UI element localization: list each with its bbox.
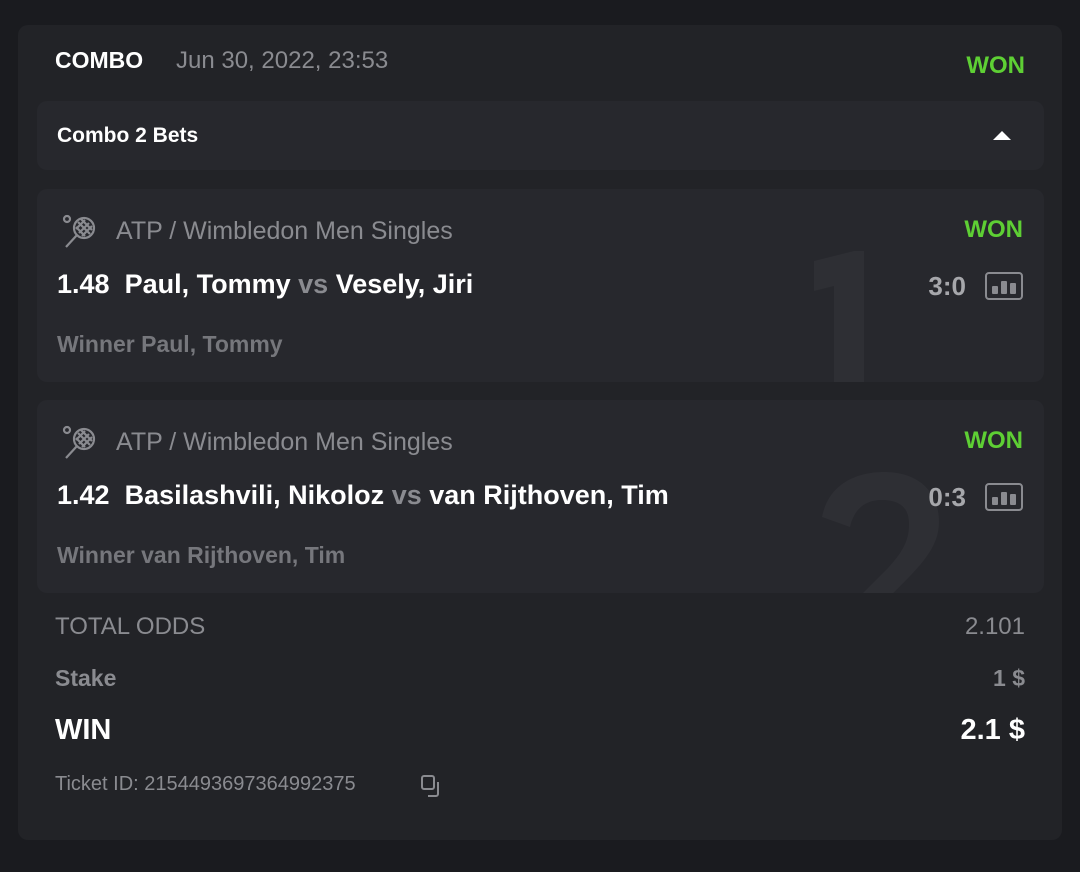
home-player: Basilashvili, Nikoloz (124, 480, 385, 510)
total-odds-value: 2.101 (964, 613, 1025, 640)
home-player: Paul, Tommy (124, 269, 291, 299)
bet-type: COMBO (55, 47, 144, 73)
tennis-racket-icon (61, 213, 99, 251)
combo-label: Combo 2 Bets (57, 124, 199, 147)
league-name: ATP / Wimbledon Men Singles (116, 428, 453, 456)
leg-index-watermark (814, 251, 864, 382)
vs-label: vs (391, 480, 422, 510)
pick: Winner van Rijthoven, Tim (57, 542, 346, 568)
pick: Winner Paul, Tommy (57, 331, 283, 357)
odds: 1.48 (57, 269, 110, 299)
total-odds-label: TOTAL ODDS (55, 613, 206, 640)
copy-icon[interactable] (420, 774, 444, 798)
stats-icon[interactable] (985, 483, 1023, 511)
win-label: WIN (55, 714, 112, 746)
bet-datetime: Jun 30, 2022, 23:53 (176, 47, 389, 74)
league-name: ATP / Wimbledon Men Singles (116, 217, 453, 245)
score: 3:0 (928, 271, 966, 301)
caret-up-icon[interactable] (993, 131, 1011, 140)
ticket-id: Ticket ID: 2154493697364992375 (55, 773, 356, 795)
stake-value: 1 $ (993, 665, 1025, 691)
bet-ticket-card: COMBO Jun 30, 2022, 23:53 WON Combo 2 Be… (18, 25, 1062, 840)
score: 0:3 (928, 482, 966, 512)
odds: 1.42 (57, 480, 110, 510)
combo-toggle[interactable]: Combo 2 Bets (37, 101, 1044, 170)
away-player: Vesely, Jiri (335, 269, 474, 299)
away-player: van Rijthoven, Tim (429, 480, 669, 510)
match-line: 1.42 Basilashvili, Nikoloz vs van Rijtho… (57, 480, 669, 511)
stake-label: Stake (55, 665, 117, 691)
leg-status: WON (964, 427, 1023, 454)
bet-leg: ATP / Wimbledon Men Singles WON 1.42 Bas… (37, 400, 1044, 593)
win-value: 2.1 $ (960, 714, 1026, 746)
ticket-status: WON (966, 52, 1025, 79)
bet-leg: ATP / Wimbledon Men Singles WON 1.48 Pau… (37, 189, 1044, 382)
leg-index-watermark (822, 472, 939, 593)
stats-icon[interactable] (985, 272, 1023, 300)
leg-status: WON (964, 216, 1023, 243)
vs-label: vs (298, 269, 329, 299)
match-line: 1.48 Paul, Tommy vs Vesely, Jiri (57, 269, 473, 300)
tennis-racket-icon (61, 424, 99, 462)
